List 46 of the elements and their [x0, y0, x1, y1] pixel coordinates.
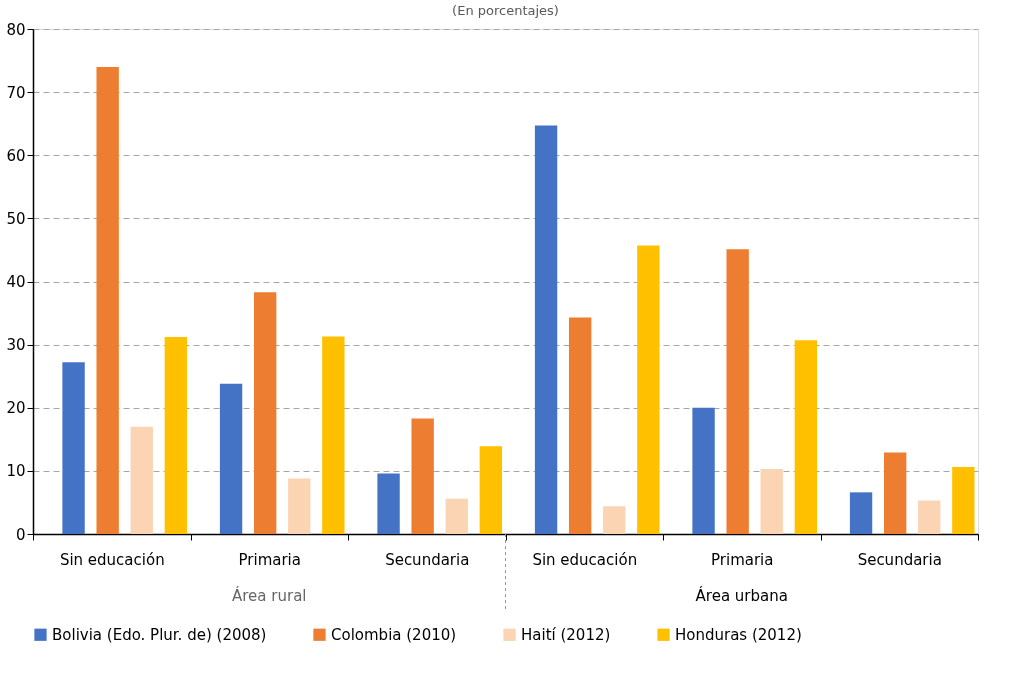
text: Área rural — [232, 586, 307, 605]
bar — [377, 473, 400, 534]
legend-label: Honduras (2012) — [675, 625, 802, 644]
x-tick-label: Primaria — [238, 550, 301, 569]
bar — [952, 467, 975, 534]
bar — [219, 383, 243, 534]
bar — [96, 66, 119, 534]
text: Área urbana — [695, 586, 788, 605]
bar — [637, 245, 660, 534]
bar — [794, 340, 818, 534]
bar — [692, 407, 715, 534]
y-tick-label: 60 — [6, 146, 26, 165]
bar — [534, 125, 558, 534]
bar — [603, 506, 626, 534]
bar — [918, 500, 941, 534]
bar — [726, 249, 749, 534]
bar — [411, 418, 434, 534]
x-tick-label: Secundaria — [385, 550, 470, 569]
x-tick-label: Sin educación — [532, 550, 638, 569]
y-tick-label: 50 — [6, 209, 26, 228]
y-tick-label: 0 — [15, 525, 26, 544]
y-tick-label: 40 — [6, 273, 26, 291]
bar — [130, 426, 153, 534]
bar — [479, 446, 503, 534]
bar — [445, 498, 468, 534]
bar — [253, 292, 277, 534]
y-tick-label: 70 — [6, 83, 26, 102]
y-tick-label: 80 — [6, 20, 26, 39]
y-tick-label: 10 — [6, 462, 26, 481]
bar — [883, 452, 907, 534]
bar — [322, 336, 345, 534]
y-tick-label: 20 — [6, 399, 26, 418]
x-tick-label: Primaria — [711, 550, 774, 569]
bar — [760, 468, 783, 534]
legend-label: Bolivia (Edo. Plur. de) (2008) — [52, 625, 267, 644]
bar — [568, 317, 592, 534]
bar — [62, 362, 85, 534]
legend-label: Colombia (2010) — [331, 625, 457, 644]
bar — [164, 337, 188, 534]
x-tick-label: Sin educación — [59, 550, 165, 569]
bar — [849, 492, 873, 534]
bar — [288, 478, 311, 534]
y-tick-label: 30 — [6, 336, 26, 355]
chart-title: (En porcentajes) — [452, 3, 559, 18]
legend-label: Haití (2012) — [521, 625, 611, 644]
x-tick-label: Secundaria — [857, 550, 942, 569]
